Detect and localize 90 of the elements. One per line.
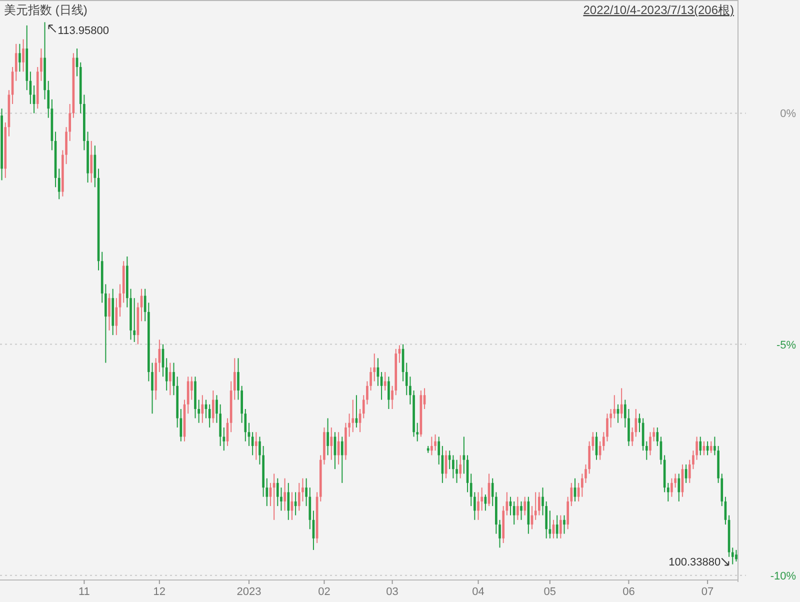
candlestick	[276, 478, 279, 507]
candlestick	[548, 510, 552, 539]
candlestick	[388, 376, 390, 410]
candlestick	[409, 376, 412, 405]
candlestick	[352, 399, 354, 433]
candlestick	[330, 426, 333, 460]
candlestick	[348, 413, 350, 438]
candlestick	[430, 436, 433, 456]
candlestick	[233, 358, 236, 400]
candlestick	[258, 436, 261, 465]
y-tick-label: 0%	[780, 108, 796, 120]
candlestick	[340, 436, 344, 484]
candlestick	[638, 413, 641, 433]
candlestick	[645, 440, 648, 460]
y-tick-label: -10%	[770, 570, 796, 582]
candlestick	[656, 426, 659, 446]
candlestick	[628, 408, 630, 446]
candlestick	[520, 500, 522, 520]
candlestick	[452, 454, 454, 479]
candlestick	[512, 500, 516, 526]
candlestick	[534, 492, 537, 520]
candlestick	[731, 547, 734, 565]
candlestick	[516, 496, 519, 520]
candlestick	[563, 514, 566, 534]
candlestick	[670, 478, 673, 498]
candlestick	[212, 390, 214, 424]
candlestick	[477, 492, 480, 520]
candlestick	[696, 436, 698, 460]
candlestick	[666, 482, 670, 502]
chart-subtitle: 2022/10/4-2023/7/13(206根)	[583, 3, 734, 17]
candlestick	[237, 358, 240, 400]
x-tick-label: 03	[386, 586, 398, 598]
candlestick	[560, 514, 562, 539]
candlestick	[678, 473, 680, 502]
x-tick-label: 04	[472, 586, 484, 598]
candlestick	[384, 372, 386, 392]
annotation: 100.33880	[668, 556, 730, 568]
candlestick	[438, 436, 440, 465]
candlestick	[370, 366, 372, 392]
candlestick	[524, 496, 526, 516]
candlestick	[588, 440, 590, 474]
chart-title: 美元指数 (日线)	[4, 3, 88, 17]
candlestick	[219, 404, 222, 446]
candlestick	[22, 38, 24, 72]
annotation: 113.95800	[58, 25, 109, 38]
candlestick	[190, 376, 193, 400]
candlestick	[710, 440, 712, 454]
candlestick	[151, 362, 154, 414]
candlestick	[302, 478, 304, 502]
candlestick	[326, 418, 329, 456]
candlestick	[18, 43, 21, 72]
candlestick	[165, 358, 168, 392]
candlestick	[198, 399, 200, 424]
candlestick	[735, 549, 738, 562]
annotation: 113.95800	[48, 24, 109, 38]
y-tick-label: -5%	[776, 339, 796, 352]
x-tick-label: 05	[544, 586, 556, 598]
candlestick	[584, 464, 587, 484]
candlestick	[652, 426, 655, 442]
candlestick	[699, 436, 702, 456]
x-tick-label: 07	[701, 586, 714, 598]
candlestick	[201, 394, 204, 424]
candlestick	[456, 459, 458, 484]
candlestick	[462, 436, 466, 474]
candlestick	[90, 140, 93, 184]
candlestick	[58, 168, 60, 200]
candlestick	[434, 434, 436, 452]
candlestick	[610, 408, 612, 428]
x-tick-label: 02	[318, 586, 330, 598]
candlestick	[169, 362, 172, 396]
x-tick-label: 12	[153, 586, 166, 598]
x-tick-label: 11	[78, 586, 90, 598]
candlestick	[459, 454, 462, 479]
candlestick	[498, 519, 501, 548]
x-tick-label: 06	[622, 586, 635, 598]
candlestick	[108, 292, 110, 331]
candlestick	[216, 394, 218, 424]
candlestick	[355, 394, 358, 428]
candlestick	[714, 436, 716, 456]
candlestick	[538, 492, 540, 516]
candlestick	[606, 413, 608, 442]
candlestick	[287, 482, 290, 520]
candlestick	[14, 43, 18, 82]
candlestick	[284, 478, 286, 512]
x-tick-label: 2023	[236, 586, 262, 598]
candlestick	[254, 432, 258, 460]
candlestick	[674, 473, 676, 488]
candlestick	[280, 487, 282, 512]
candlestick	[298, 482, 300, 512]
candlestick	[649, 432, 652, 456]
